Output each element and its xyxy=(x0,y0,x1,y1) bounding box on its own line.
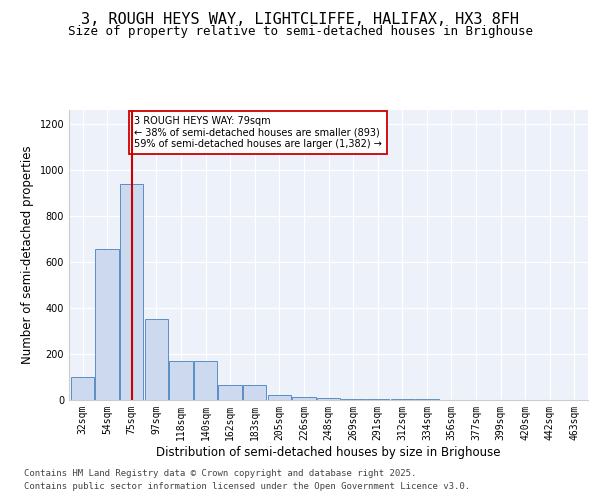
Text: 3 ROUGH HEYS WAY: 79sqm
← 38% of semi-detached houses are smaller (893)
59% of s: 3 ROUGH HEYS WAY: 79sqm ← 38% of semi-de… xyxy=(134,116,382,149)
Bar xyxy=(169,361,193,400)
Bar xyxy=(366,399,389,400)
X-axis label: Distribution of semi-detached houses by size in Brighouse: Distribution of semi-detached houses by … xyxy=(156,446,501,458)
Bar xyxy=(95,249,119,400)
Bar xyxy=(317,398,340,400)
Bar xyxy=(243,385,266,400)
Bar xyxy=(120,184,143,400)
Bar xyxy=(194,361,217,400)
Bar xyxy=(341,399,365,400)
Text: 3, ROUGH HEYS WAY, LIGHTCLIFFE, HALIFAX, HX3 8FH: 3, ROUGH HEYS WAY, LIGHTCLIFFE, HALIFAX,… xyxy=(81,12,519,28)
Bar xyxy=(218,385,242,400)
Bar xyxy=(268,396,291,400)
Bar xyxy=(145,320,168,400)
Bar xyxy=(292,397,316,400)
Text: Contains public sector information licensed under the Open Government Licence v3: Contains public sector information licen… xyxy=(24,482,470,491)
Y-axis label: Number of semi-detached properties: Number of semi-detached properties xyxy=(21,146,34,364)
Text: Size of property relative to semi-detached houses in Brighouse: Size of property relative to semi-detach… xyxy=(67,25,533,38)
Bar xyxy=(391,399,414,400)
Text: Contains HM Land Registry data © Crown copyright and database right 2025.: Contains HM Land Registry data © Crown c… xyxy=(24,468,416,477)
Bar xyxy=(71,377,94,400)
